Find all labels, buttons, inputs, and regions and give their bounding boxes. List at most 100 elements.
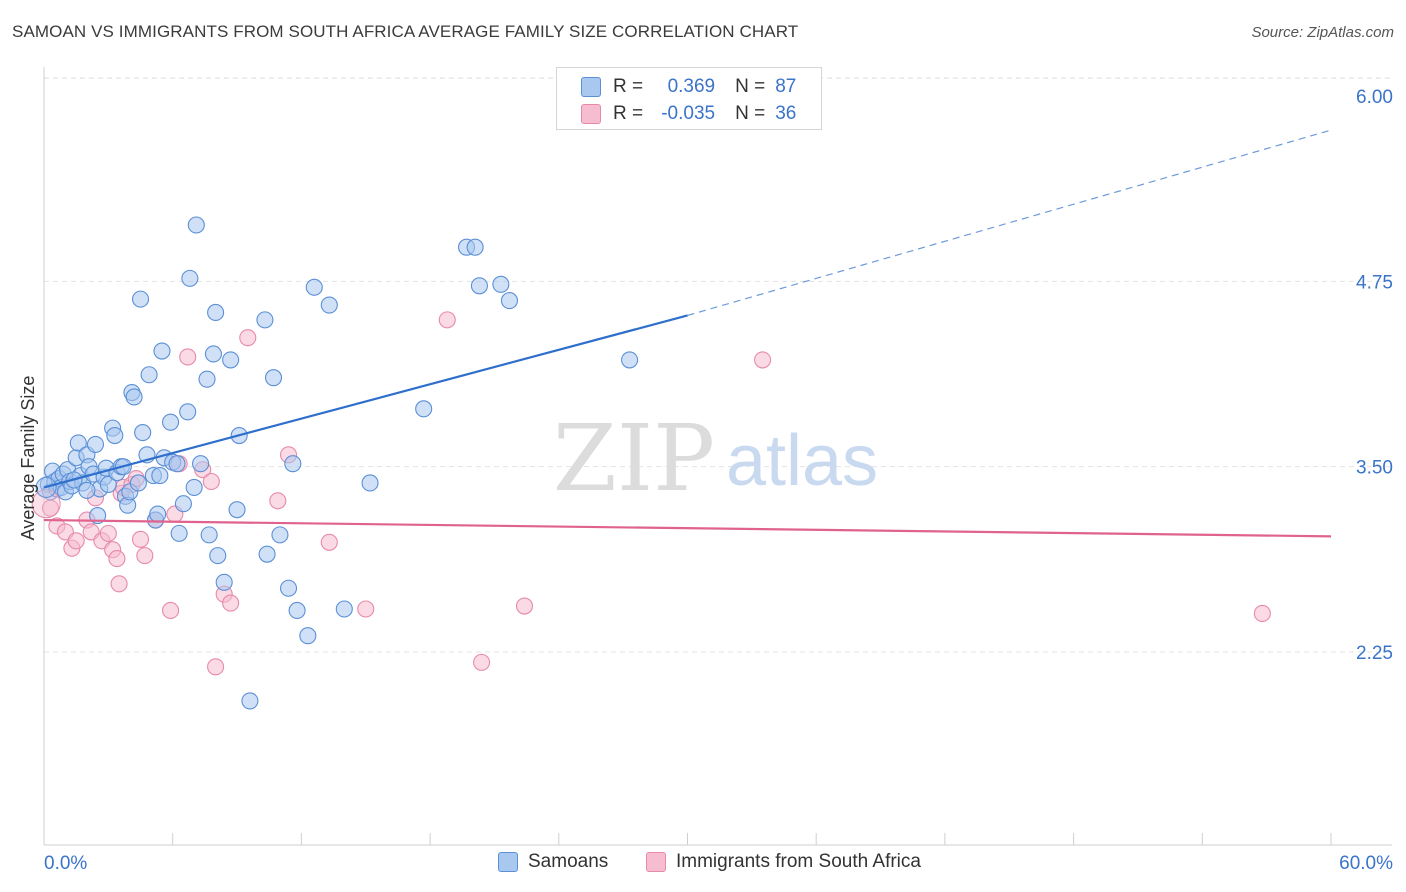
samoan-point [207, 303, 225, 322]
south-africa-point [67, 532, 85, 550]
legend-item-south-africa[interactable]: Immigrants from South Africa [646, 851, 921, 873]
samoan-point [500, 292, 519, 310]
south-africa-point [131, 530, 150, 548]
samoan-point [140, 366, 158, 384]
samoan-point [174, 495, 192, 513]
samoan-point [198, 370, 216, 388]
stats-n-label: N = [735, 103, 766, 124]
samoan-point [204, 345, 223, 363]
south-africa-point [269, 492, 287, 510]
south-africa-point [239, 329, 257, 347]
samoan-point [179, 403, 197, 421]
samoan-point [335, 600, 353, 618]
samoan-point [170, 524, 188, 542]
samoans-legend-swatch [498, 852, 518, 872]
samoan-point [181, 269, 199, 287]
samoan-point [228, 501, 246, 519]
stats-r-value: 0.369 [667, 76, 716, 97]
samoan-point [187, 216, 205, 234]
south-africa-swatch [581, 104, 601, 124]
y-tick-label: 3.50 [1356, 458, 1393, 479]
legend-label-south-africa: Immigrants from South Africa [676, 851, 921, 872]
south-africa-point [473, 653, 491, 671]
chart-title: SAMOAN VS IMMIGRANTS FROM SOUTH AFRICA A… [12, 22, 799, 41]
samoan-point [320, 296, 338, 314]
south-africa-point [99, 524, 117, 542]
samoan-point [185, 478, 203, 496]
samoan-point [256, 311, 274, 329]
samoan-point [466, 238, 484, 256]
south-africa-point [162, 601, 180, 620]
samoan-point [209, 547, 227, 565]
stats-legend-box: R = 0.369 N = 87 R = -0.035 N = 36 [556, 67, 822, 130]
stats-n-value: 36 [775, 103, 797, 124]
samoan-point [305, 278, 323, 296]
south-africa-point [515, 597, 534, 615]
south-africa-point [320, 533, 338, 551]
stats-r-label: R = [613, 76, 644, 97]
south-africa-point [357, 600, 375, 618]
samoan-point [258, 545, 276, 563]
y-tick-label: 2.25 [1356, 643, 1393, 664]
samoan-point [131, 290, 150, 308]
samoan-point [106, 426, 124, 445]
south-africa-point [754, 351, 772, 369]
x-tick-label: 0.0% [44, 853, 87, 874]
grid-lines [44, 77, 1392, 653]
stats-row-south-africa: R = -0.035 N = 36 [581, 101, 796, 127]
samoan-point [125, 388, 143, 406]
samoan-point [78, 481, 96, 499]
samoan-point [415, 400, 433, 418]
samoan-point [361, 474, 379, 492]
south-africa-trend-line [43, 518, 1332, 538]
watermark: ZIP atlas [553, 405, 878, 512]
samoan-point [264, 369, 283, 387]
samoan-point [99, 475, 117, 494]
samoan-point [86, 435, 105, 453]
samoan-point [215, 573, 233, 591]
samoan-point [299, 627, 317, 645]
stats-n-label: N = [735, 76, 766, 97]
bottom-legend: Samoans Immigrants from South Africa [0, 851, 1406, 879]
samoan-point [271, 526, 289, 544]
legend-item-samoans[interactable]: Samoans [498, 851, 608, 873]
watermark-zip: ZIP [553, 405, 715, 512]
watermark-atlas: atlas [726, 421, 878, 501]
samoan-point [621, 351, 639, 369]
trend-lines [43, 129, 1332, 538]
legend-label-samoans: Samoans [528, 851, 609, 872]
y-tick-label: 6.00 [1356, 87, 1393, 108]
samoan-point [69, 434, 87, 452]
south-africa-point [1253, 604, 1271, 623]
samoan-point [151, 467, 169, 485]
south-africa-point [222, 594, 240, 612]
y-tick-label: 4.75 [1356, 272, 1393, 293]
source-label: Source: ZipAtlas.com [1251, 24, 1394, 41]
south-africa-point [136, 547, 154, 565]
samoan-point [192, 455, 210, 473]
south-africa-point [207, 658, 225, 676]
samoan-point [200, 526, 218, 544]
samoan-point [470, 277, 488, 295]
south-africa-legend-swatch [646, 852, 666, 872]
samoan-point [492, 275, 510, 293]
samoans-trend-line [43, 314, 688, 489]
south-africa-point [438, 311, 456, 329]
south-africa-point [202, 472, 220, 491]
south-africa-point [110, 575, 128, 593]
samoan-point [134, 424, 152, 442]
samoan-point [241, 692, 259, 710]
south-africa-point [179, 348, 197, 366]
stats-r-label: R = [613, 103, 644, 124]
stats-n-value: 87 [775, 76, 797, 97]
samoan-point [162, 413, 180, 431]
samoan-point [284, 455, 302, 473]
axis-labels: 2.25 3.50 4.75 6.00 0.0% 60.0% Average Family … [18, 87, 1393, 874]
samoan-point [288, 601, 306, 620]
samoan-point [153, 342, 171, 360]
samoan-point [168, 455, 186, 473]
y-axis-title: Average Family Size [18, 376, 38, 541]
samoans-trend-extension [687, 129, 1332, 317]
axes [43, 67, 1392, 846]
